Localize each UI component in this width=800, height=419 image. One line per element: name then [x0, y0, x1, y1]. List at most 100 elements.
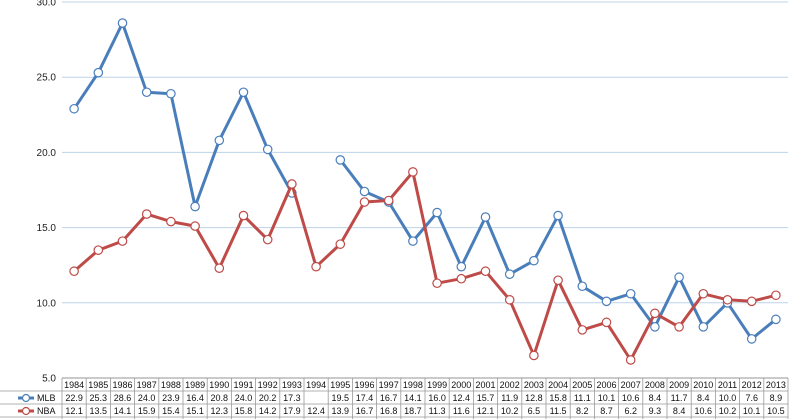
x-tick-label: 1996 — [354, 380, 374, 390]
data-point-nba — [771, 290, 781, 301]
x-tick-label: 2000 — [451, 380, 471, 390]
data-point-nba — [577, 325, 588, 335]
data-point-mlb — [141, 87, 152, 98]
legend-label: MLB — [37, 393, 56, 403]
x-tick-label: 1999 — [427, 380, 447, 390]
data-label-mlb: 8.4 — [697, 393, 710, 403]
data-label-nba: 6.5 — [528, 406, 541, 416]
data-label-mlb: 15.8 — [549, 393, 567, 403]
x-tick-label: 1985 — [88, 380, 108, 390]
gridlines — [62, 1, 788, 379]
data-point-mlb — [166, 88, 176, 99]
data-point-mlb — [601, 296, 612, 307]
x-tick-label: 2008 — [645, 380, 665, 390]
data-label-nba: 8.4 — [673, 406, 686, 416]
x-tick-label: 1993 — [282, 380, 302, 390]
data-label-mlb: 24.0 — [235, 393, 253, 403]
x-tick-label: 2007 — [621, 380, 641, 390]
data-label-mlb: 8.4 — [649, 393, 662, 403]
data-point-mlb — [432, 207, 442, 218]
legend-mlb: MLB — [18, 393, 56, 403]
series-mlb — [69, 18, 781, 344]
data-point-nba — [553, 275, 563, 286]
y-tick-label: 5.0 — [42, 374, 56, 385]
series-lines — [69, 18, 781, 365]
data-point-mlb — [577, 281, 588, 292]
data-point-nba — [408, 167, 418, 177]
data-point-mlb — [698, 322, 709, 332]
data-label-nba: 12.1 — [477, 406, 495, 416]
data-label-mlb: 19.5 — [332, 393, 350, 403]
data-label-nba: 12.3 — [211, 406, 229, 416]
data-label-nba: 13.9 — [332, 406, 350, 416]
data-label-nba: 11.3 — [429, 406, 446, 416]
data-point-mlb — [553, 210, 563, 221]
data-point-nba — [93, 245, 104, 255]
data-label-nba: 16.8 — [380, 406, 398, 416]
x-tick-label: 1990 — [209, 380, 229, 390]
data-point-nba — [698, 288, 709, 299]
data-point-nba — [335, 239, 346, 249]
data-point-mlb — [93, 67, 104, 78]
data-point-nba — [190, 221, 200, 231]
data-label-mlb: 23.9 — [162, 393, 180, 403]
data-point-nba — [287, 179, 297, 189]
x-tick-label: 2011 — [718, 380, 737, 390]
data-label-mlb: 11.7 — [671, 393, 688, 403]
legend-swatch-marker — [21, 393, 31, 403]
data-point-nba — [529, 350, 539, 361]
x-tick-label: 2010 — [693, 380, 713, 390]
data-label-nba: 10.5 — [767, 406, 785, 416]
data-point-nba — [359, 197, 370, 207]
data-label-nba: 11.6 — [453, 406, 470, 416]
series-line-mlb — [339, 158, 777, 341]
x-tick-label: 2006 — [596, 380, 616, 390]
data-point-nba — [311, 261, 321, 272]
data-point-nba — [722, 294, 733, 305]
data-label-mlb: 7.6 — [745, 393, 758, 403]
data-point-nba — [650, 308, 660, 319]
data-label-nba: 10.2 — [501, 406, 519, 416]
data-point-nba — [456, 273, 467, 284]
y-tick-label: 30.0 — [37, 0, 57, 9]
data-point-mlb — [746, 334, 757, 344]
data-point-mlb — [650, 322, 660, 332]
data-label-mlb: 28.6 — [114, 393, 132, 403]
data-label-mlb: 25.3 — [90, 393, 108, 403]
data-label-nba: 18.7 — [404, 406, 422, 416]
data-label-mlb: 17.4 — [356, 393, 374, 403]
data-label-mlb: 12.4 — [453, 393, 471, 403]
data-label-nba: 11.5 — [550, 406, 567, 416]
data-point-nba — [746, 296, 757, 307]
x-tick-label: 1994 — [306, 380, 326, 390]
data-label-nba: 15.9 — [138, 406, 156, 416]
data-label-nba: 16.7 — [356, 406, 374, 416]
data-point-mlb — [480, 212, 491, 222]
y-tick-label: 20.0 — [37, 148, 57, 159]
data-point-nba — [117, 236, 128, 246]
x-tick-label: 1986 — [112, 380, 132, 390]
data-point-nba — [141, 209, 152, 219]
data-point-mlb — [771, 314, 781, 325]
data-label-nba: 15.8 — [235, 406, 253, 416]
data-point-nba — [625, 355, 636, 365]
data-point-nba — [601, 317, 612, 328]
data-label-nba: 14.2 — [259, 406, 277, 416]
data-point-mlb — [456, 261, 467, 272]
x-tick-label: 2003 — [524, 380, 544, 390]
data-point-mlb — [69, 103, 79, 114]
x-tick-label: 1991 — [233, 380, 253, 390]
data-label-mlb: 24.0 — [138, 393, 156, 403]
data-point-nba — [674, 322, 684, 332]
data-label-mlb: 10.6 — [622, 393, 640, 403]
x-tick-label: 1987 — [137, 380, 157, 390]
x-tick-label: 2013 — [766, 380, 786, 390]
x-tick-label: 1988 — [161, 380, 181, 390]
data-label-mlb: 16.7 — [380, 393, 398, 403]
data-point-mlb — [335, 155, 346, 165]
legend-swatch-marker — [21, 406, 31, 416]
x-tick-label: 2004 — [548, 380, 568, 390]
data-point-mlb — [262, 144, 273, 155]
data-label-nba: 10.1 — [743, 406, 761, 416]
y-axis: 5.0 10.0 15.0 20.0 25.0 30.0 — [37, 0, 57, 385]
